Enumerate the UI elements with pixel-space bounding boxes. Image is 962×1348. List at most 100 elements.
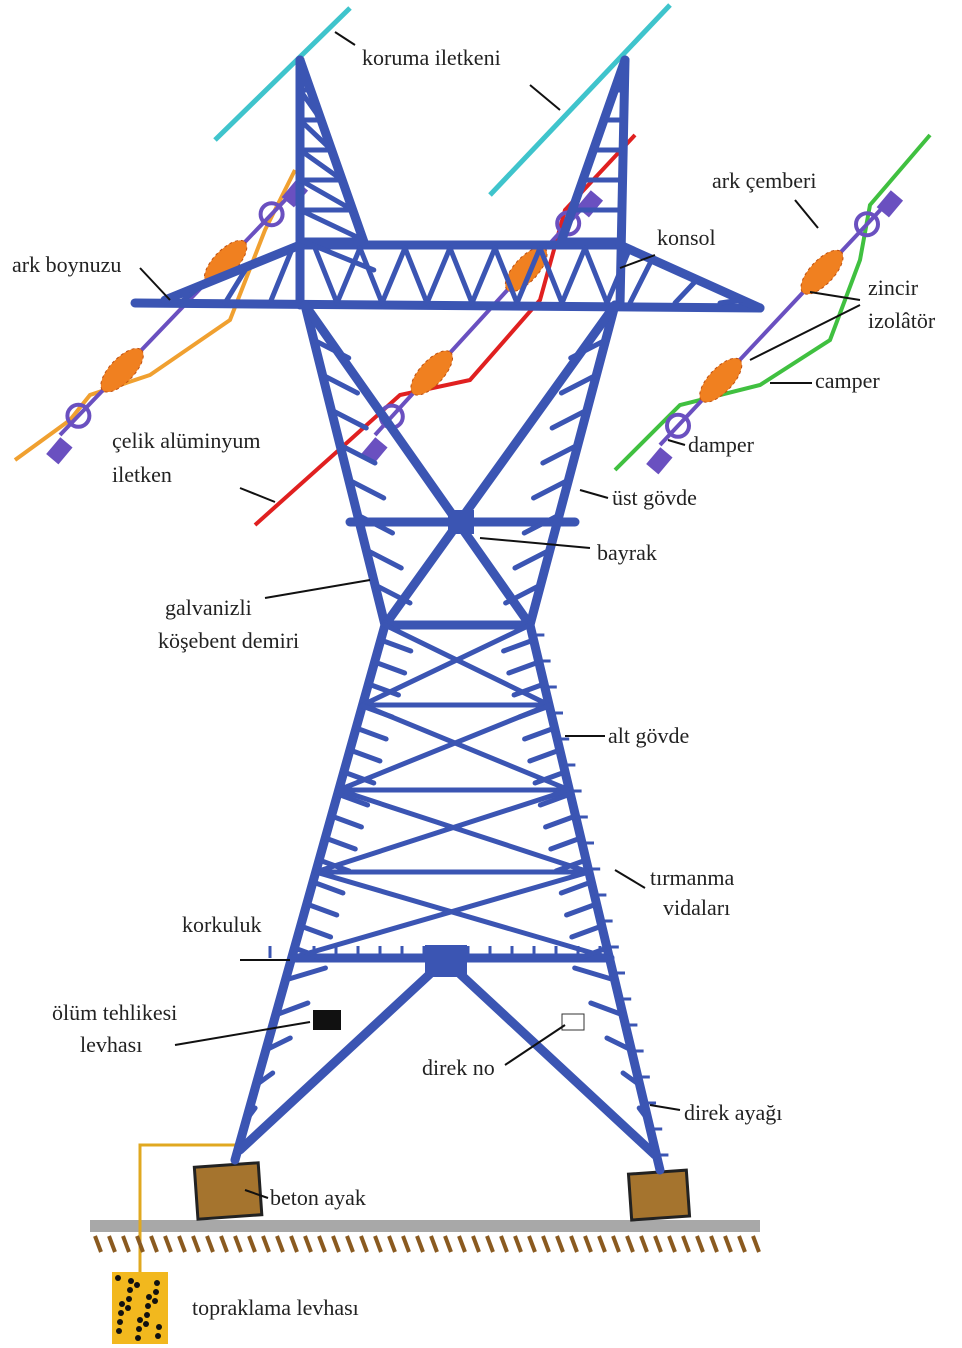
soil-mark (625, 1235, 635, 1253)
lattice-member (540, 442, 581, 466)
soil-mark (751, 1235, 761, 1253)
plate-dot (128, 1278, 134, 1284)
leader-line (614, 869, 646, 889)
soil-mark (667, 1235, 677, 1253)
lattice-member (334, 245, 363, 306)
lattice-member (316, 857, 352, 874)
soil-mark (359, 1235, 369, 1253)
lattice-member (582, 245, 610, 306)
soil-mark (485, 1235, 495, 1253)
damper (46, 437, 73, 465)
soil-mark (93, 1235, 103, 1253)
soil-mark (415, 1235, 425, 1253)
lattice-member (313, 869, 612, 961)
soil-mark (233, 1235, 243, 1253)
lattice-member (328, 813, 364, 830)
crossarm (160, 240, 305, 305)
lattice-member (243, 1105, 258, 1123)
conductor (613, 133, 932, 472)
insulator (800, 249, 844, 295)
lattice-member (543, 813, 579, 830)
plate-dot (116, 1328, 122, 1334)
label: tırmanma (650, 865, 735, 890)
soil-mark (303, 1235, 313, 1253)
label: direk ayağı (684, 1100, 782, 1125)
soil-mark (317, 1235, 327, 1253)
soil-mark (247, 1235, 257, 1253)
soil-mark (527, 1235, 537, 1253)
lattice-member (574, 945, 610, 962)
lattice-member (282, 965, 328, 983)
lattice-member (253, 1070, 276, 1088)
leader-line (479, 537, 591, 549)
label: vidaları (663, 895, 730, 920)
soil-mark (429, 1235, 439, 1253)
arc-ring (854, 211, 880, 238)
label: beton ayak (270, 1185, 366, 1210)
lattice-member (297, 87, 324, 123)
lattice-member (516, 703, 552, 720)
label: iletken (112, 462, 172, 487)
lattice-member (512, 547, 553, 571)
insulator (100, 347, 144, 393)
lattice-member (402, 245, 430, 306)
lattice-member (297, 147, 345, 183)
lattice-member (291, 945, 327, 962)
arc-ring (665, 412, 691, 439)
lattice-member (177, 282, 205, 306)
label: camper (815, 368, 880, 393)
lattice-member (506, 659, 542, 676)
leader-line (334, 31, 561, 111)
lattice-member (310, 879, 346, 896)
plate-dot (153, 1289, 159, 1295)
leader-line (264, 579, 371, 599)
shield-wire (213, 6, 352, 142)
lattice-member (514, 245, 543, 306)
leader-line (667, 439, 686, 446)
soil-mark (513, 1235, 523, 1253)
plate-dot (125, 1305, 131, 1311)
lattice-member (312, 245, 340, 306)
crossarm (130, 298, 765, 313)
soil-mark (457, 1235, 467, 1253)
lattice-member (568, 337, 609, 361)
lattice-member (553, 857, 589, 874)
plate-dot (117, 1319, 123, 1325)
plate-dot (136, 1326, 142, 1332)
leader-line (579, 489, 609, 499)
lattice-member (222, 264, 250, 306)
lattice-member (346, 477, 387, 501)
lattice-member (424, 245, 453, 306)
label: damper (688, 432, 755, 457)
label: levhası (80, 1032, 142, 1057)
danger-sign (313, 1010, 341, 1030)
lattice-member (511, 681, 547, 698)
soil-mark (681, 1235, 691, 1253)
label: ark boynuzu (12, 252, 121, 277)
lattice-member (341, 769, 377, 786)
lattice-member (447, 245, 475, 306)
plate-dot (146, 1294, 152, 1300)
label: korkuluk (182, 912, 261, 937)
brace (300, 300, 535, 630)
plate-dot (145, 1303, 151, 1309)
plate-dot (134, 1282, 140, 1288)
plate-dot (115, 1275, 121, 1281)
soil-mark (387, 1235, 397, 1253)
lattice-member (372, 582, 413, 606)
soil-mark (499, 1235, 509, 1253)
label: çelik alüminyum (112, 428, 260, 453)
lattice-member (558, 879, 594, 896)
lattice-member (588, 1000, 626, 1018)
conductor (13, 169, 297, 462)
soil-mark (723, 1235, 733, 1253)
plate-dot (154, 1280, 160, 1286)
lattice-member (263, 1035, 293, 1053)
label: ölüm tehlikesi (52, 1000, 177, 1025)
lattice-member (531, 477, 572, 501)
lattice-member (604, 245, 633, 306)
lattice-member (469, 245, 498, 306)
lattice-member (548, 835, 584, 852)
lattice-member (569, 923, 605, 940)
